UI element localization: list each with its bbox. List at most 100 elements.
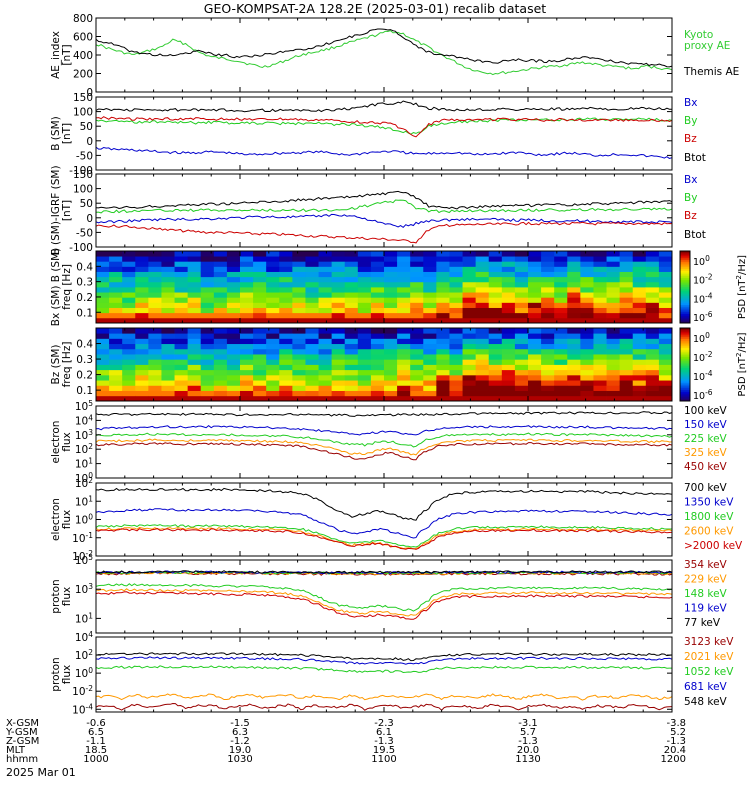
colorbar-step bbox=[680, 349, 690, 353]
spectrogram-cell bbox=[449, 374, 463, 381]
ephemeris-value: -1.2 bbox=[230, 736, 250, 747]
spectrogram-cell bbox=[567, 374, 581, 381]
spectrogram-cell bbox=[436, 364, 450, 371]
spectrogram-cell bbox=[148, 328, 162, 334]
spectrogram-cell bbox=[593, 364, 607, 371]
spectrogram-cell bbox=[200, 287, 215, 293]
spectrogram-cell bbox=[658, 343, 673, 350]
spectrogram-cell bbox=[213, 385, 228, 391]
y-tick-label: 0.4 bbox=[76, 339, 93, 351]
spectrogram-cell bbox=[462, 364, 477, 371]
spectrogram-cell bbox=[514, 343, 529, 350]
spectrogram-cell bbox=[449, 302, 463, 308]
spectrogram-cell bbox=[266, 261, 280, 267]
y-axis-label-7: proton flux bbox=[50, 579, 73, 613]
spectrogram-cell bbox=[226, 312, 241, 319]
spectrogram-cell bbox=[344, 251, 359, 257]
spectrogram-cell bbox=[135, 256, 149, 262]
spectrogram-cell bbox=[567, 312, 581, 319]
spectrogram-cell bbox=[462, 271, 477, 278]
spectrogram-cell bbox=[541, 266, 555, 272]
spectrogram-cell bbox=[462, 251, 477, 257]
spectrogram-cell bbox=[606, 395, 621, 402]
y-axis-label-line: proton bbox=[50, 579, 62, 613]
spectrogram-cell bbox=[606, 292, 621, 298]
y-tick-label: 104 bbox=[75, 413, 93, 427]
spectrogram-cell bbox=[122, 333, 136, 339]
spectrogram-cell bbox=[161, 343, 175, 350]
colorbar-step bbox=[680, 279, 690, 283]
spectrogram-cell bbox=[580, 380, 594, 386]
spectrogram-cell bbox=[357, 385, 372, 391]
spectrogram-cell bbox=[410, 385, 424, 391]
spectrogram-cell bbox=[436, 292, 450, 298]
colorbar-step bbox=[680, 391, 690, 395]
spectrogram-cell bbox=[632, 251, 647, 257]
spectrogram-cell bbox=[397, 395, 411, 402]
spectrogram-cell bbox=[645, 266, 660, 272]
spectrogram-cell bbox=[174, 287, 189, 293]
spectrogram-cell bbox=[567, 359, 581, 365]
spectrogram-cell bbox=[514, 261, 529, 267]
spectrogram-cell bbox=[475, 287, 490, 293]
spectrogram-cell bbox=[449, 256, 463, 262]
ephemeris-value: -2.3 bbox=[374, 718, 394, 729]
spectrogram-cell bbox=[449, 369, 463, 376]
spectrogram-cell bbox=[541, 380, 555, 386]
series-line-by bbox=[95, 199, 673, 214]
spectrogram-cell bbox=[357, 348, 372, 355]
spectrogram-cell bbox=[619, 395, 634, 402]
spectrogram-cell bbox=[135, 297, 149, 303]
spectrogram-cell bbox=[658, 338, 673, 345]
y-tick-label: 10-2 bbox=[72, 549, 93, 563]
series-line-1350-kev bbox=[95, 508, 673, 539]
spectrogram-cell bbox=[514, 338, 529, 345]
spectrogram-cell bbox=[253, 312, 267, 319]
legend-electron-4: 450 keV bbox=[684, 461, 728, 473]
spectrogram-cell bbox=[514, 395, 529, 402]
spectrogram-cell bbox=[266, 281, 280, 288]
spectrogram-cell bbox=[397, 281, 411, 288]
spectrogram-cell bbox=[174, 317, 189, 324]
spectrogram-cell bbox=[292, 380, 306, 386]
spectrogram-cell bbox=[240, 364, 254, 371]
spectrogram-cell bbox=[528, 297, 542, 303]
spectrogram-cell bbox=[357, 317, 372, 324]
ephemeris-value: 6.1 bbox=[376, 727, 392, 738]
spectrogram-cell bbox=[449, 281, 463, 288]
spectrogram-cell bbox=[436, 297, 450, 303]
spectrogram-cell bbox=[580, 354, 594, 360]
series-line-548-kev bbox=[95, 652, 673, 662]
spectrogram-cell bbox=[318, 261, 333, 267]
spectrogram-cell bbox=[488, 251, 503, 257]
spectrogram-cell bbox=[658, 359, 673, 365]
spectrogram-cell bbox=[109, 251, 123, 257]
spectrogram-cell bbox=[501, 281, 516, 288]
spectrogram-cell bbox=[567, 328, 581, 334]
spectrogram-cell bbox=[554, 251, 568, 257]
spectrogram-cell bbox=[554, 307, 568, 314]
spectrogram-cell bbox=[305, 251, 319, 257]
spectrogram-cell bbox=[135, 287, 149, 293]
spectrogram-cell bbox=[462, 266, 477, 272]
spectrogram-cell bbox=[318, 312, 333, 319]
spectrogram-cell bbox=[357, 333, 372, 339]
spectrogram-cell bbox=[370, 317, 385, 324]
spectrogram-cell bbox=[488, 333, 503, 339]
spectrogram-cell bbox=[580, 302, 594, 308]
spectrogram-cell bbox=[96, 380, 110, 386]
spectrogram-cell bbox=[279, 359, 293, 365]
legend-proxy-ae: proxy AE bbox=[684, 40, 730, 52]
spectrogram-cell bbox=[292, 312, 306, 319]
spectrogram-cell bbox=[279, 312, 293, 319]
spectrogram-cell bbox=[161, 395, 175, 402]
spectrogram-cell bbox=[161, 271, 175, 278]
spectrogram-cell bbox=[357, 338, 372, 345]
spectrogram-cell bbox=[449, 348, 463, 355]
spectrogram-cell bbox=[514, 328, 529, 334]
spectrogram-cell bbox=[122, 380, 136, 386]
spectrogram-cell bbox=[514, 374, 529, 381]
spectrogram-cell bbox=[606, 261, 621, 267]
series-line-bx bbox=[95, 213, 673, 229]
spectrogram-cell bbox=[384, 385, 398, 391]
